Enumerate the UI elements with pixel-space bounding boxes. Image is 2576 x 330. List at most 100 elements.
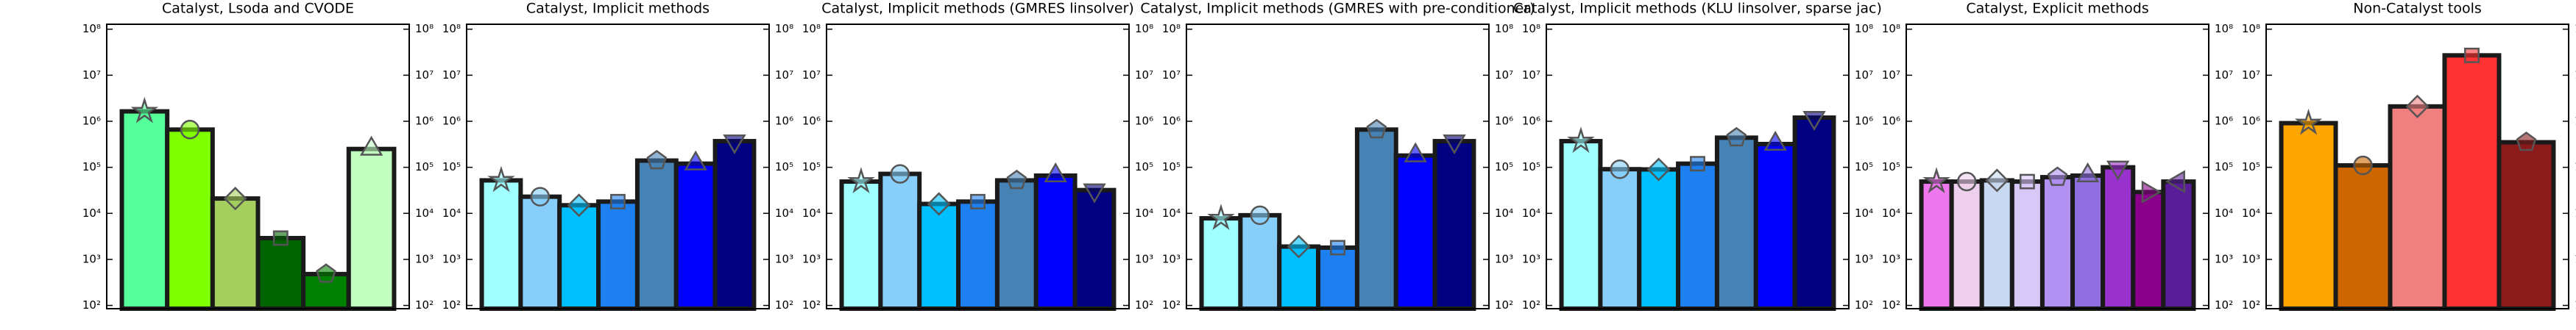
panel-title: Catalyst, Implicit methods (GMRES linsol… — [821, 1, 1134, 17]
bar — [1432, 139, 1476, 311]
axes-frame — [826, 24, 1130, 309]
marker — [890, 164, 910, 184]
y-tick-label: 10⁶ — [2242, 115, 2260, 128]
panel-title: Non-Catalyst tools — [2353, 1, 2482, 17]
marker — [1646, 157, 1671, 182]
y-tick-label: 10⁴ — [2215, 207, 2233, 220]
marker — [1802, 110, 1826, 132]
bar — [119, 109, 170, 311]
y-tick-label: 10⁴ — [1882, 207, 1900, 220]
marker — [970, 193, 986, 209]
y-tick-label: 10⁷ — [2242, 68, 2260, 82]
y-tick-label: 10⁶ — [1855, 115, 1873, 128]
marker — [1726, 126, 1747, 147]
y-tick-label: 10³ — [1495, 252, 1513, 265]
marker — [530, 187, 551, 207]
y-tick-label: 10⁸ — [1882, 22, 1900, 35]
y-tick-label: 10³ — [802, 252, 821, 265]
bar — [878, 171, 922, 311]
y-tick-label: 10⁷ — [1882, 68, 1900, 82]
marker — [723, 134, 746, 155]
y-tick-label: 10⁴ — [1135, 207, 1153, 220]
y-tick-label: 10⁸ — [1162, 22, 1181, 35]
y-tick-label: 10⁶ — [1162, 115, 1181, 128]
marker — [2141, 180, 2162, 204]
y-tick-label: 10⁵ — [1855, 160, 1873, 173]
marker — [316, 263, 336, 283]
y-tick-label: 10⁴ — [1495, 207, 1513, 220]
y-tick-label: 10³ — [82, 252, 101, 265]
marker — [1207, 204, 1235, 231]
y-tick-label: 10⁴ — [415, 207, 434, 220]
y-tick-label: 10⁶ — [1882, 115, 1900, 128]
marker — [1690, 156, 1705, 172]
y-tick-label: 10⁶ — [415, 115, 434, 128]
bar — [2388, 104, 2447, 311]
bar — [1949, 179, 1984, 311]
y-tick-label: 10⁶ — [442, 115, 461, 128]
marker — [1083, 183, 1106, 204]
y-tick-label: 10⁶ — [775, 115, 793, 128]
bar — [2070, 173, 2106, 311]
axes-frame — [466, 24, 770, 309]
bar — [1354, 127, 1398, 311]
y-tick-label: 10⁵ — [2242, 160, 2260, 173]
y-tick-label: 10⁶ — [802, 115, 821, 128]
marker — [927, 192, 951, 216]
marker — [1610, 159, 1630, 179]
bar — [346, 146, 397, 311]
axes-frame — [1546, 24, 1850, 309]
bar — [596, 199, 640, 311]
y-tick-label: 10⁴ — [1162, 207, 1181, 220]
y-tick-label: 10⁴ — [2575, 207, 2576, 220]
marker — [487, 165, 515, 193]
marker — [684, 150, 707, 171]
marker — [2165, 170, 2185, 193]
axes-frame — [1906, 24, 2209, 309]
y-tick-label: 10⁴ — [2242, 207, 2260, 220]
bar — [956, 199, 999, 311]
marker — [223, 187, 247, 211]
y-tick-label: 10² — [1162, 298, 1181, 312]
marker — [130, 96, 159, 123]
bar — [2039, 175, 2076, 311]
y-tick-label: 10⁵ — [802, 160, 821, 173]
bar — [1598, 167, 1642, 311]
y-tick-label: 10² — [442, 298, 461, 312]
y-tick-label: 10² — [1135, 298, 1153, 312]
y-tick-label: 10⁸ — [2242, 22, 2260, 35]
bar — [994, 178, 1038, 311]
y-tick-label: 10³ — [415, 252, 434, 265]
y-tick-label: 10² — [1882, 298, 1900, 312]
bar — [839, 179, 883, 311]
marker — [2464, 47, 2480, 63]
bar — [165, 127, 215, 311]
bar — [2161, 179, 2196, 311]
y-tick-label: 10⁵ — [2575, 160, 2576, 173]
y-tick-label: 10² — [82, 298, 101, 312]
y-tick-label: 10⁴ — [775, 207, 793, 220]
bar — [2131, 190, 2166, 311]
marker — [2106, 160, 2130, 181]
y-tick-label: 10⁵ — [1522, 160, 1540, 173]
y-tick-label: 10⁵ — [1135, 160, 1153, 173]
y-tick-label: 10⁵ — [1495, 160, 1513, 173]
panel-title: Catalyst, Implicit methods (KLU linsolve… — [1513, 1, 1882, 17]
y-tick-label: 10² — [802, 298, 821, 312]
y-tick-label: 10⁷ — [1495, 68, 1513, 82]
y-tick-label: 10⁷ — [2215, 68, 2233, 82]
bar — [1753, 142, 1797, 311]
marker — [359, 135, 383, 156]
bar — [557, 203, 601, 311]
marker — [1404, 142, 1427, 162]
marker — [1763, 130, 1787, 151]
y-tick-label: 10⁴ — [82, 207, 101, 220]
y-tick-label: 10⁸ — [1522, 22, 1540, 35]
bar — [1072, 187, 1117, 311]
axes-frame — [2265, 24, 2569, 309]
marker — [1443, 134, 1466, 155]
marker — [1567, 126, 1595, 154]
marker — [180, 120, 200, 140]
marker — [2294, 108, 2323, 135]
y-tick-label: 10⁸ — [1495, 22, 1513, 35]
